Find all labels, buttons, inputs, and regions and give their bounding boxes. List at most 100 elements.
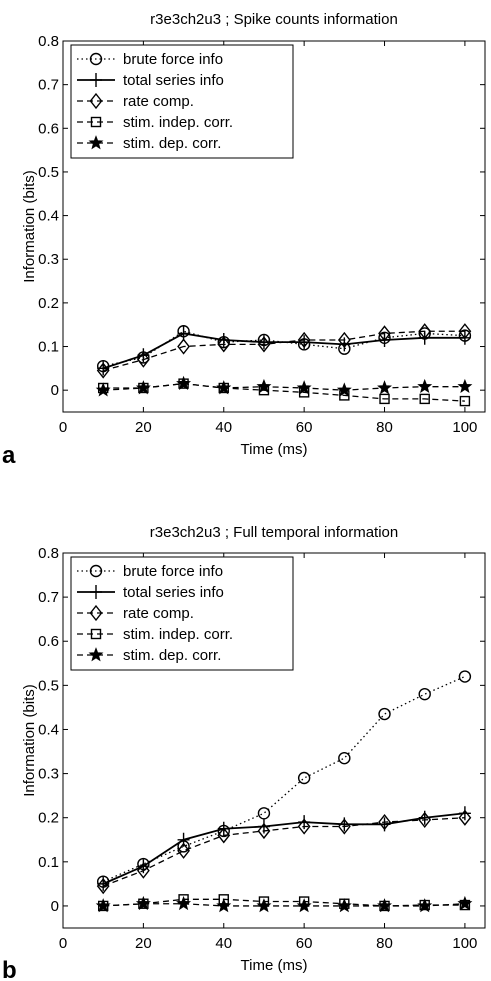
panel-label-b: b xyxy=(2,957,17,981)
data-point xyxy=(177,842,190,859)
x-axis-label: Time (ms) xyxy=(241,441,308,458)
y-tick-label: 0.8 xyxy=(38,545,59,562)
series-line xyxy=(103,330,465,372)
data-point xyxy=(296,898,312,913)
series-2 xyxy=(96,323,472,379)
y-tick-label: 0.8 xyxy=(38,33,59,50)
data-point xyxy=(297,771,311,785)
chart-title: r3e3ch2u3 ; Full temporal information xyxy=(150,524,398,541)
y-tick-label: 0.7 xyxy=(38,77,59,94)
series-line xyxy=(102,675,466,883)
y-tick-label: 0.4 xyxy=(38,208,59,225)
chart-title: r3e3ch2u3 ; Spike counts information xyxy=(150,11,398,28)
legend-marker xyxy=(89,52,103,66)
data-point xyxy=(216,380,232,395)
x-tick-label: 20 xyxy=(135,419,152,436)
series-4 xyxy=(95,375,473,397)
series-line xyxy=(103,330,465,367)
data-point xyxy=(378,813,391,831)
data-point xyxy=(379,393,390,405)
data-point xyxy=(135,380,151,395)
series-4 xyxy=(95,895,473,913)
legend-marker xyxy=(89,564,103,578)
y-tick-label: 0.6 xyxy=(38,120,59,137)
y-tick-label: 0.5 xyxy=(38,164,59,181)
x-tick-label: 0 xyxy=(59,419,67,436)
data-point xyxy=(135,895,151,911)
data-point xyxy=(337,331,351,349)
legend-marker xyxy=(90,628,102,640)
data-point xyxy=(136,862,150,879)
chart-panel-a: r3e3ch2u3 ; Spike counts information 0 20 4… xyxy=(21,11,486,458)
y-tick-label: 0.7 xyxy=(38,589,59,606)
data-point xyxy=(95,382,111,397)
data-point xyxy=(378,325,391,342)
data-point xyxy=(418,811,432,829)
data-point xyxy=(296,380,312,395)
y-tick-label: 0.1 xyxy=(38,339,59,356)
x-tick-label: 20 xyxy=(135,935,152,952)
y-axis-label: Information (bits) xyxy=(21,170,38,283)
y-tick-label: 0.5 xyxy=(38,677,59,694)
series-line xyxy=(103,382,465,391)
series-1 xyxy=(97,806,471,891)
x-axis-label: Time (ms) xyxy=(241,957,308,974)
x-tick-label: 100 xyxy=(452,419,477,436)
y-axis-label: Information (bits) xyxy=(21,684,38,797)
y-tick-label: 0.2 xyxy=(38,295,59,312)
data-point xyxy=(457,895,473,911)
series-2 xyxy=(96,809,472,895)
series-3 xyxy=(97,894,471,912)
legend-marker xyxy=(90,116,102,128)
legend-label: stim. indep. corr. xyxy=(123,114,233,131)
data-point xyxy=(336,382,352,397)
data-point xyxy=(297,331,311,349)
data-point xyxy=(96,877,110,895)
legend-marker xyxy=(90,585,102,599)
legend-label: stim. indep. corr. xyxy=(123,626,233,643)
y-tick-label: 0.4 xyxy=(38,721,59,738)
x-tick-label: 0 xyxy=(59,935,67,952)
series-line xyxy=(102,332,465,370)
legend-label: total series info xyxy=(123,72,224,89)
x-tick-label: 80 xyxy=(376,419,393,436)
data-point xyxy=(177,326,190,341)
x-tick-label: 60 xyxy=(296,419,313,436)
data-point xyxy=(417,898,433,913)
legend-marker xyxy=(89,604,103,622)
data-point xyxy=(418,687,431,701)
data-point xyxy=(377,898,392,913)
data-point xyxy=(338,751,351,765)
y-tick-label: 0.2 xyxy=(38,810,59,827)
data-point xyxy=(177,338,190,355)
series-0 xyxy=(96,670,472,888)
series-1 xyxy=(97,326,471,376)
y-tick-label: 0 xyxy=(51,382,59,399)
series-line xyxy=(102,812,465,885)
x-tick-label: 40 xyxy=(215,419,232,436)
data-point xyxy=(256,378,272,394)
data-point xyxy=(257,807,271,820)
legend-label: rate comp. xyxy=(123,605,194,622)
data-point xyxy=(96,362,110,379)
data-point xyxy=(458,323,472,340)
data-point xyxy=(418,323,432,340)
y-tick-label: 0.3 xyxy=(38,766,59,783)
series-line xyxy=(103,898,465,907)
legend-label: brute force info xyxy=(123,563,223,580)
legend-label: stim. dep. corr. xyxy=(123,647,221,664)
data-point xyxy=(377,380,392,395)
data-point xyxy=(336,898,352,913)
legend-label: total series info xyxy=(123,584,224,601)
panel-label-a: a xyxy=(2,442,16,469)
data-point xyxy=(458,670,472,683)
data-point xyxy=(256,898,272,913)
data-point xyxy=(297,818,311,835)
data-point xyxy=(176,895,192,911)
data-point xyxy=(136,351,150,368)
plot-frame xyxy=(62,40,486,413)
data-point xyxy=(459,395,471,407)
series-line xyxy=(103,903,465,907)
series-3 xyxy=(97,378,471,407)
